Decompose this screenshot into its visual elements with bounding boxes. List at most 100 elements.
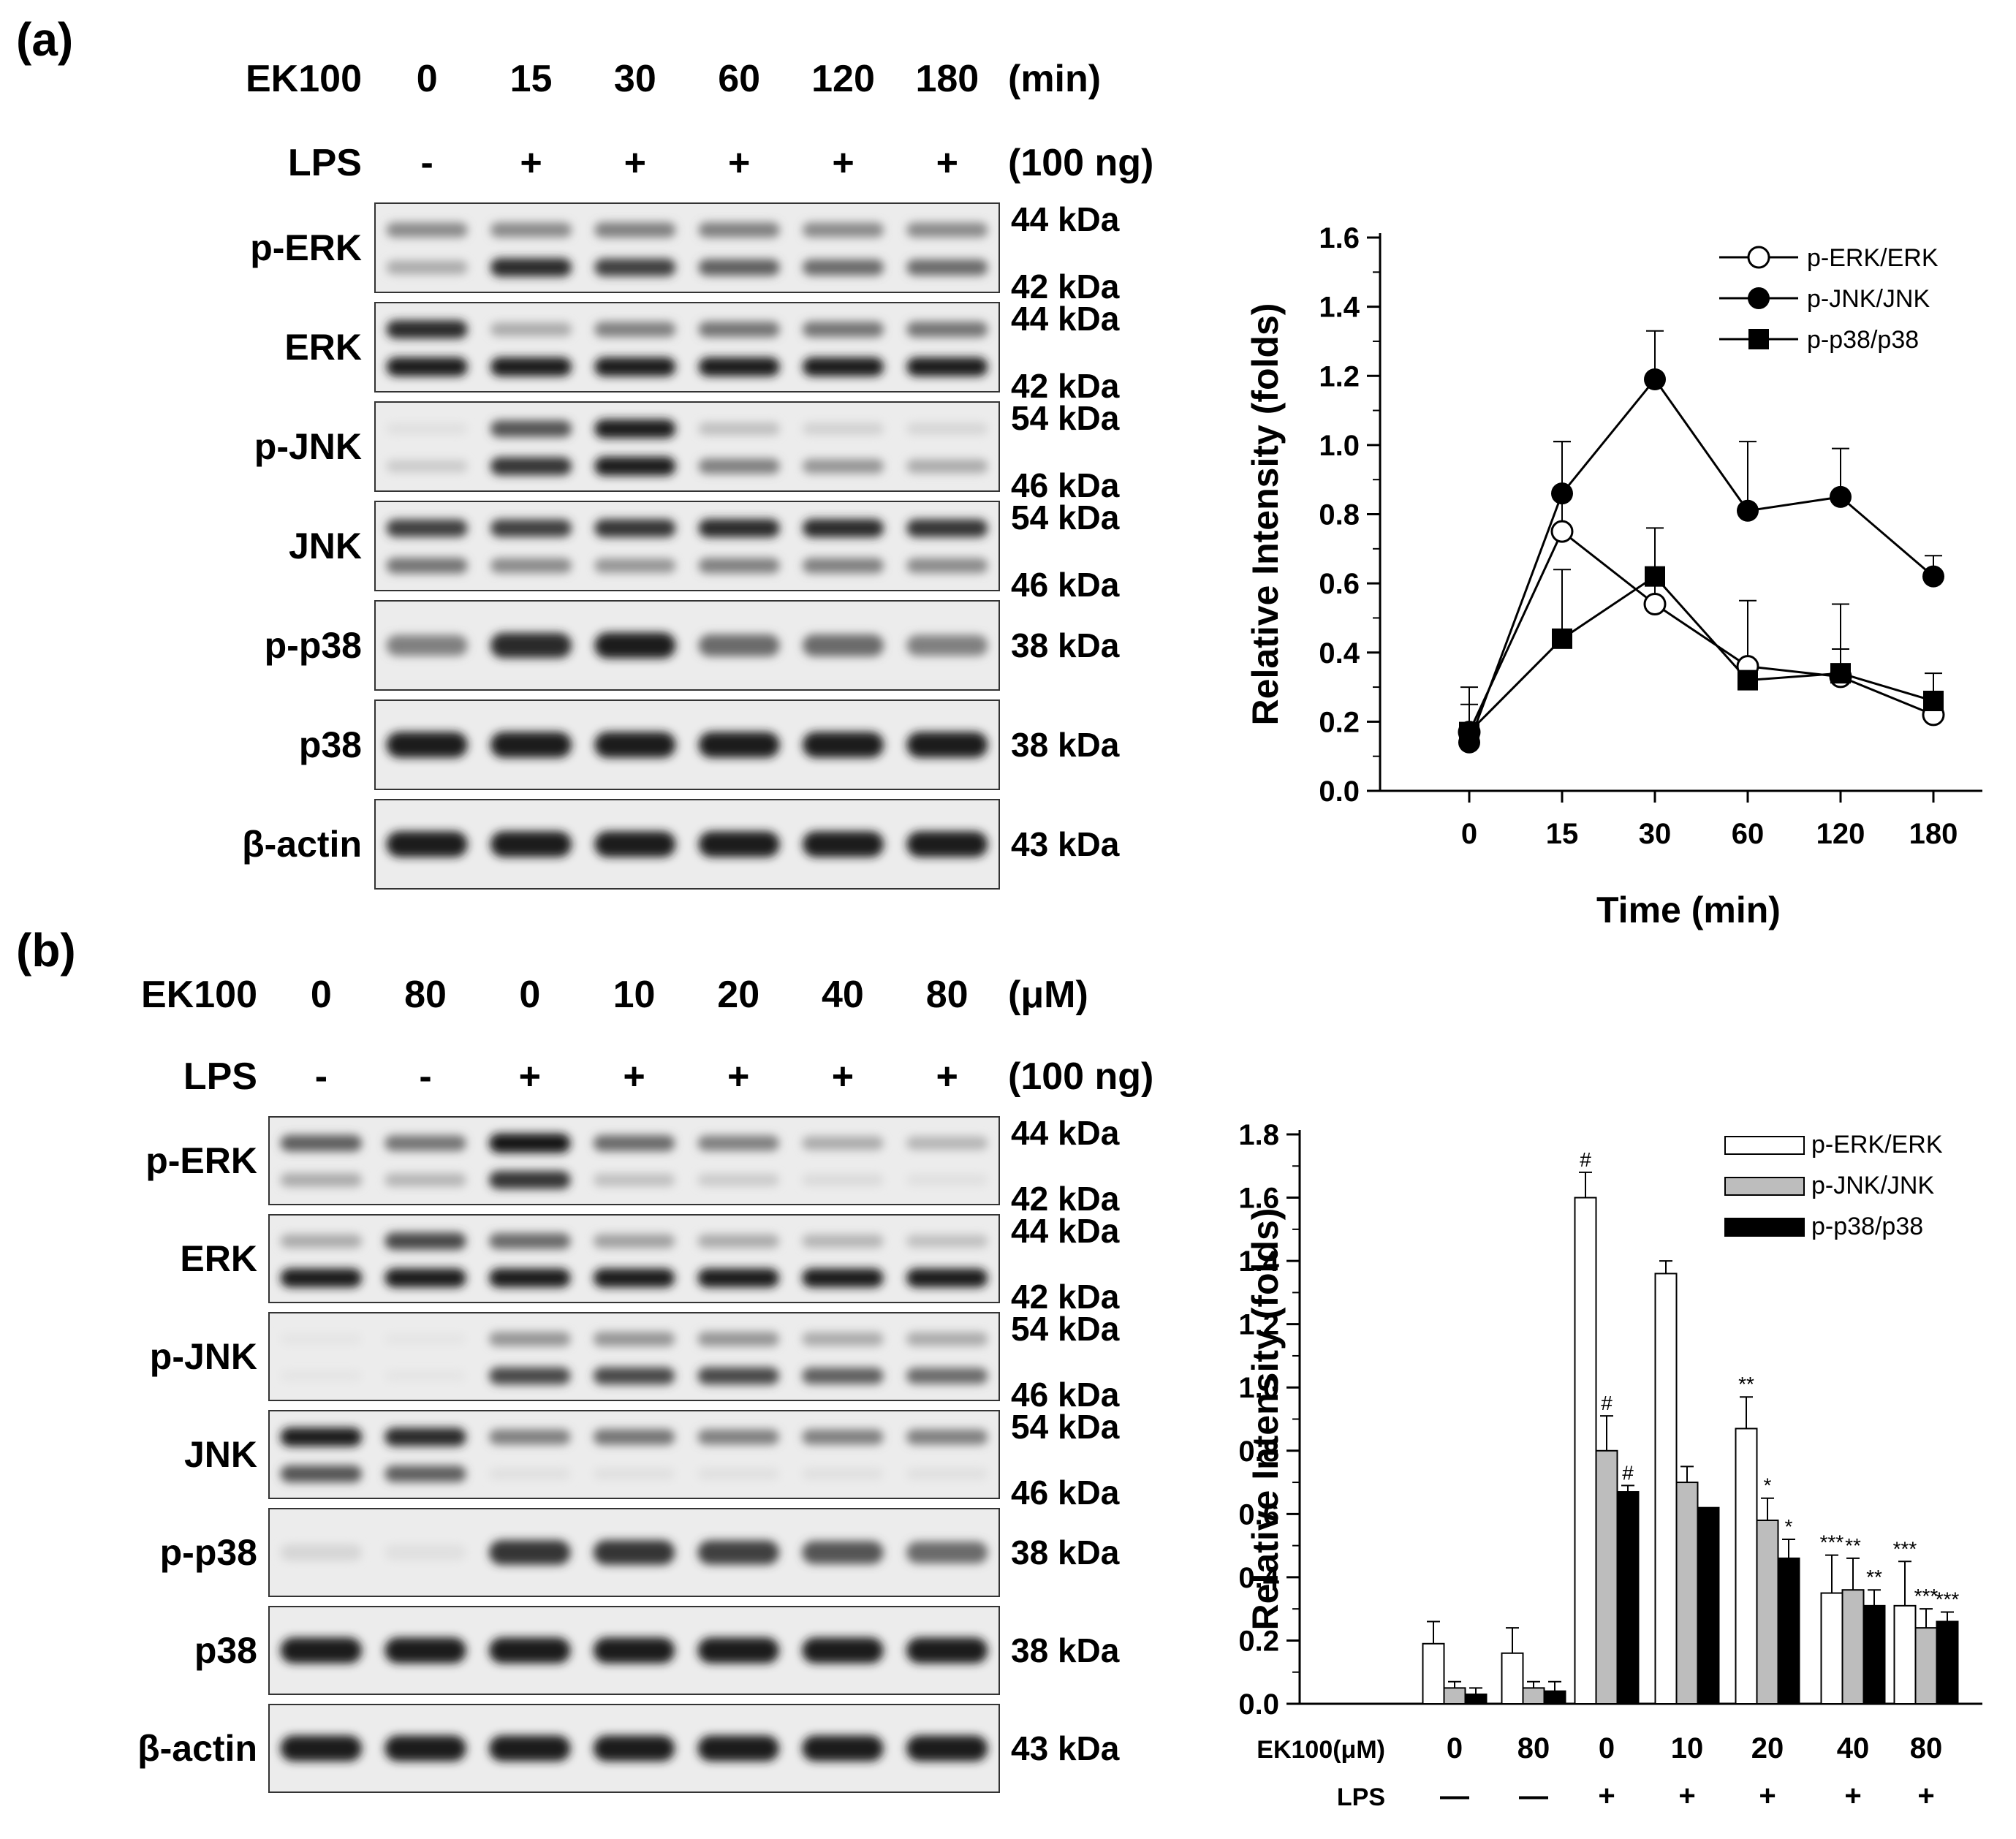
blot-band [698,558,780,574]
lps-sign: + [1598,1780,1615,1812]
y-tick-label: 1.4 [1319,292,1360,324]
blot-band [906,1735,988,1762]
blot-panel-a: EK100 0 15 30 60 120 180 (min) LPS - + + + + + (100 ng)… [242,58,1153,890]
data-point [1923,690,1944,711]
blot-band [697,1135,779,1151]
data-point [1747,246,1770,269]
blot-band [280,1234,363,1248]
bar-chart: 0.0 0.2 0.4 0.6 0.8 1.0 1.2 1.4 1.6 1.8 Relative I… [1238,1119,1982,1812]
x-tick-label: 0 [1599,1732,1615,1764]
bar [1820,1592,1843,1705]
blot-band [802,1174,884,1186]
protein-label: p-JNK [150,1336,257,1377]
lps-sign: + [1759,1780,1776,1812]
significance-mark: *** [1914,1585,1939,1607]
blot-band [280,1173,363,1187]
blot-band [906,459,988,474]
y-tick-label: 0.6 [1319,568,1360,600]
blot-band [594,258,676,276]
blot-band [489,1429,571,1445]
blot-band [594,732,676,758]
blot-band [802,1332,884,1346]
band-size-label: 46 kDa [1011,1474,1120,1512]
blot-row-beta-actin: β-actin 43 kDa [242,799,1120,890]
blot-band [490,222,572,238]
significance-mark: ** [1866,1566,1882,1588]
significance-mark: * [1785,1515,1793,1538]
protein-label: ERK [284,327,362,368]
blot-band [906,519,988,537]
blot-band [906,1542,988,1563]
bar [1443,1687,1466,1705]
blot-band [802,1268,884,1288]
blot-band [593,1540,675,1565]
y-axis-title: Relative Intensity (folds) [1245,303,1286,726]
bar [1735,1427,1758,1705]
blot-band [489,1233,571,1249]
y-tick-label: 1.4 [1238,1245,1279,1278]
data-point [1644,368,1666,390]
bar [1464,1694,1488,1705]
blot-band [593,1429,675,1445]
legend-swatch [1724,1218,1805,1237]
blot-band [384,1544,466,1561]
blot-band [386,558,468,574]
blot-band [697,1429,779,1445]
blot-strip [268,1116,1000,1205]
protein-label: p38 [299,724,362,765]
blot-band [594,456,676,476]
blot-row-p38: p38 38 kDa [299,699,1120,790]
blot-band [280,1427,363,1446]
band-size-label: 43 kDa [1011,825,1120,863]
blot-band [697,1268,779,1288]
blot-row-p-jnk: p-JNK 54 kDa 46 kDa [254,399,1120,504]
legend-label: p-JNK/JNK [1811,1172,1934,1199]
ek100-value: 10 [613,974,656,1016]
blot-band [280,1544,363,1561]
band-size-label: 38 kDa [1011,626,1120,664]
x-tick-label: 20 [1751,1732,1784,1764]
lps-sign: — [1440,1780,1469,1812]
blot-band [386,460,468,473]
blot-band [593,1234,675,1248]
lps-label: LPS [183,1055,257,1098]
lps-row-label: LPS [1337,1783,1385,1811]
blot-row-p38: p38 38 kDa [194,1606,1120,1695]
blot-band [489,1268,571,1288]
blot-strip [374,302,1000,393]
blot-row-p-jnk: p-JNK 54 kDa 46 kDa [150,1310,1120,1414]
band-size-label: 54 kDa [1011,1310,1120,1348]
data-point [1737,499,1759,522]
blot-band [490,632,572,659]
ek100-value: 30 [614,58,656,100]
significance-mark: # [1580,1148,1591,1171]
legend-label: p-ERK/ERK [1807,244,1939,272]
significance-mark: ** [1845,1534,1861,1557]
significance-mark: *** [1820,1531,1844,1554]
data-point [1645,566,1665,587]
blot-band [384,1637,466,1664]
lps-sign: + [623,1055,645,1098]
blot-band [906,1174,988,1186]
lps-sign: + [1678,1780,1695,1812]
blot-band [802,831,884,857]
blot-row-erk: ERK 44 kDa 42 kDa [180,1212,1119,1316]
data-point [1552,628,1572,649]
blot-row-jnk: JNK 54 kDa 46 kDa [184,1408,1120,1512]
blot-band [280,1465,363,1482]
blot-band [384,1735,466,1762]
markers-p-jnk-jnk [1458,368,1944,754]
bar [1574,1197,1597,1705]
x-tick-label: 80 [1517,1732,1550,1764]
blot-band [489,1171,571,1189]
y-tick-label: 0.0 [1319,776,1360,808]
lps-sign: + [936,142,958,184]
x-tick-label: 15 [1546,818,1579,850]
bar [1422,1642,1445,1705]
blot-band [280,1134,363,1152]
legend-label: p-ERK/ERK [1811,1131,1943,1159]
legend-label: p-JNK/JNK [1807,285,1930,313]
blot-row-p-erk: p-ERK 44 kDa 42 kDa [250,200,1120,306]
blot-strip [268,1312,1000,1401]
ek100-label: EK100 [141,974,257,1016]
